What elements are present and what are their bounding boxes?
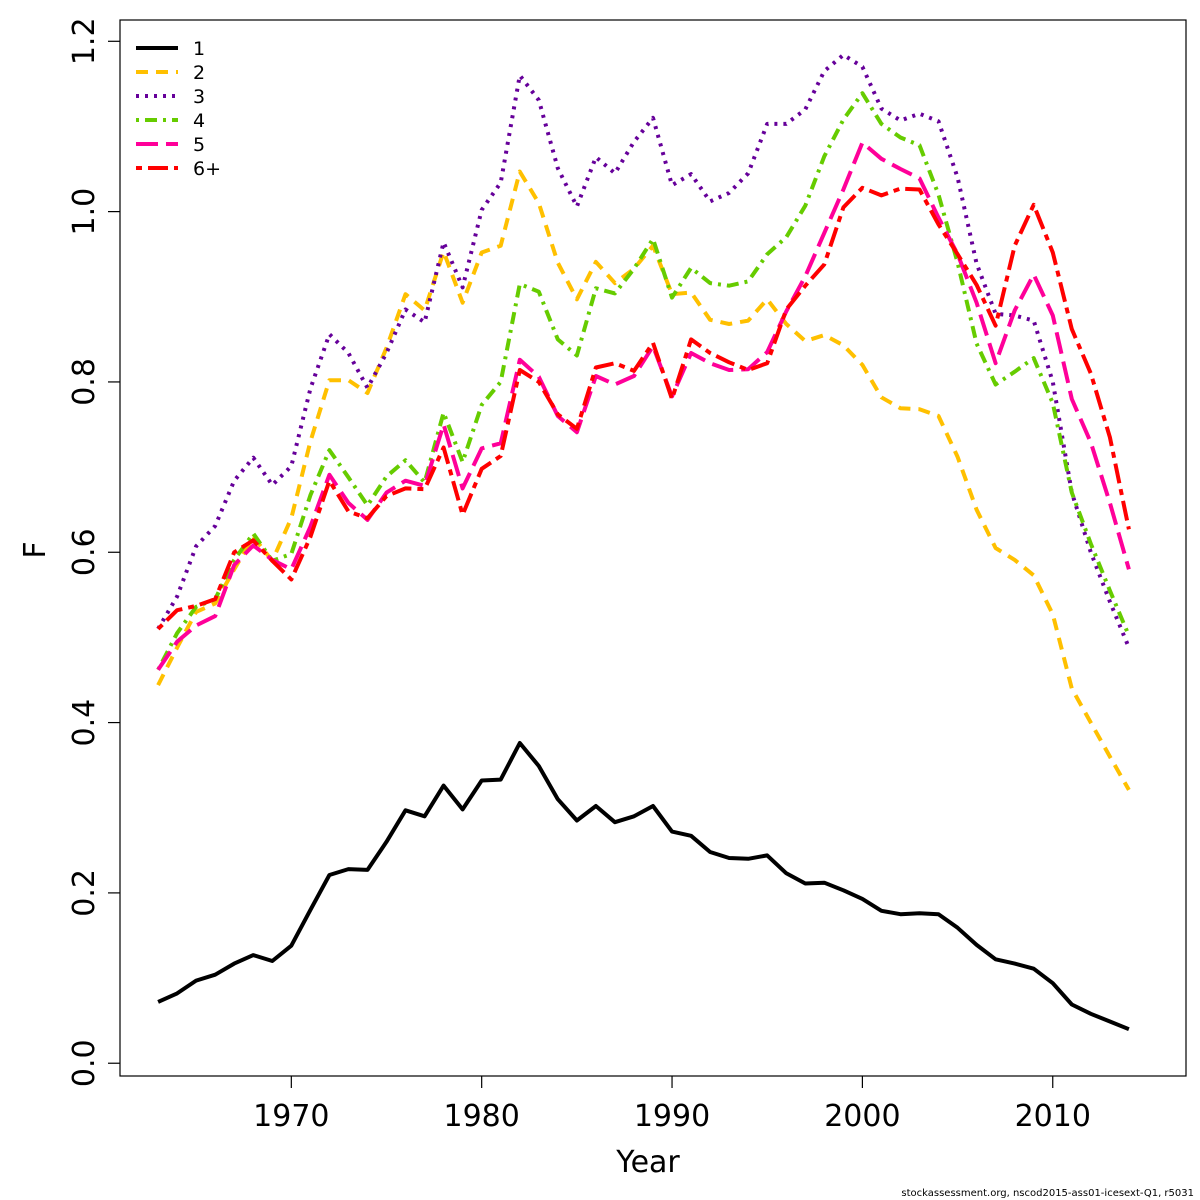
y-tick-label: 0.2 (67, 869, 102, 917)
x-tick-label: 2010 (1015, 1099, 1091, 1134)
x-tick-label: 1970 (253, 1099, 329, 1134)
y-axis: 0.0 0.2 0.4 0.6 0.8 1.0 1.2 (67, 17, 120, 1087)
y-tick-label: 0.6 (67, 528, 102, 576)
x-axis-title: Year (615, 1145, 680, 1180)
x-axis: 1970 1980 1990 2000 2010 (253, 1076, 1091, 1134)
legend-label: 1 (193, 38, 205, 60)
series-line-5 (156, 140, 1131, 671)
plot-frame (119, 19, 1187, 1077)
y-axis-title: F (18, 541, 53, 558)
y-tick-label: 1.0 (67, 188, 102, 236)
y-tick-label: 0.4 (67, 699, 102, 747)
y-tick-label: 0.8 (67, 358, 102, 406)
legend-label: 5 (193, 134, 205, 156)
x-tick-label: 2000 (824, 1099, 900, 1134)
legend-label: 2 (193, 62, 205, 84)
y-tick-label: 0.0 (67, 1039, 102, 1087)
x-tick-label: 1990 (634, 1099, 710, 1134)
legend-label: 6+ (193, 158, 221, 180)
y-tick-label: 1.2 (67, 17, 102, 65)
legend-label: 3 (193, 86, 205, 108)
x-tick-label: 1980 (443, 1099, 519, 1134)
footer-credit: stockassessment.org, nscod2015-ass01-ice… (901, 1188, 1194, 1199)
series-line-3 (156, 52, 1131, 649)
legend-label: 4 (193, 110, 205, 132)
series-line-1 (157, 741, 1130, 1032)
series-line-4 (156, 91, 1131, 671)
series-line-2 (156, 169, 1131, 791)
series-line-6plus (156, 185, 1131, 631)
series-lines (156, 52, 1131, 1032)
